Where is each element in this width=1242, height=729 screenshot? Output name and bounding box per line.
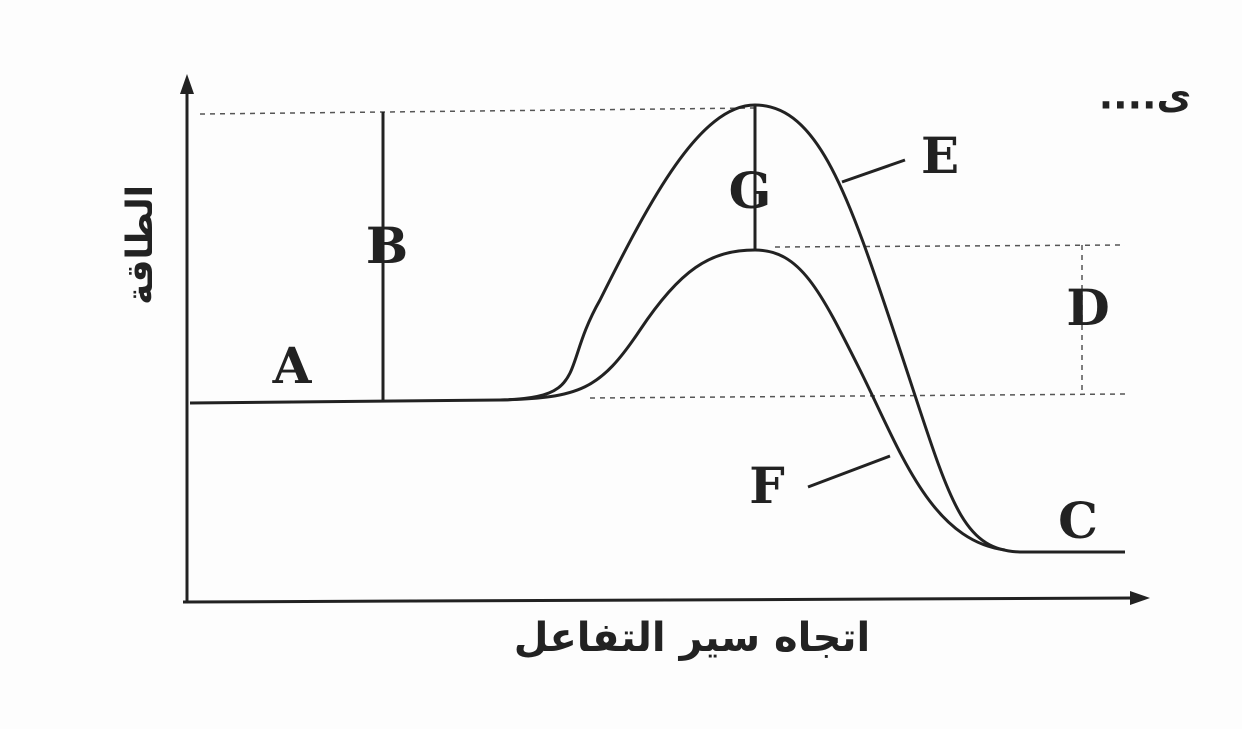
x-axis-arrow <box>1130 591 1150 605</box>
label-b: B <box>366 216 408 275</box>
x-axis <box>182 596 1136 604</box>
y-axis-label: الطاقة <box>120 185 161 305</box>
curve-f <box>499 248 1006 552</box>
label-c: C <box>1058 491 1098 550</box>
y-axis-arrow <box>180 74 194 94</box>
label-e: E <box>921 126 959 185</box>
peak-e-level <box>199 107 756 115</box>
label-d: D <box>1066 278 1109 337</box>
corner-text: ....ى <box>1099 74 1192 118</box>
f-leader <box>807 454 891 489</box>
label-g: G <box>729 161 772 220</box>
label-a: A <box>272 336 313 395</box>
x-axis-label: اتجاه سير التفاعل <box>514 615 870 661</box>
label-f: F <box>749 456 785 515</box>
e-leader <box>841 158 906 184</box>
peak-f-level <box>774 244 1126 248</box>
curve-e <box>189 103 1125 554</box>
